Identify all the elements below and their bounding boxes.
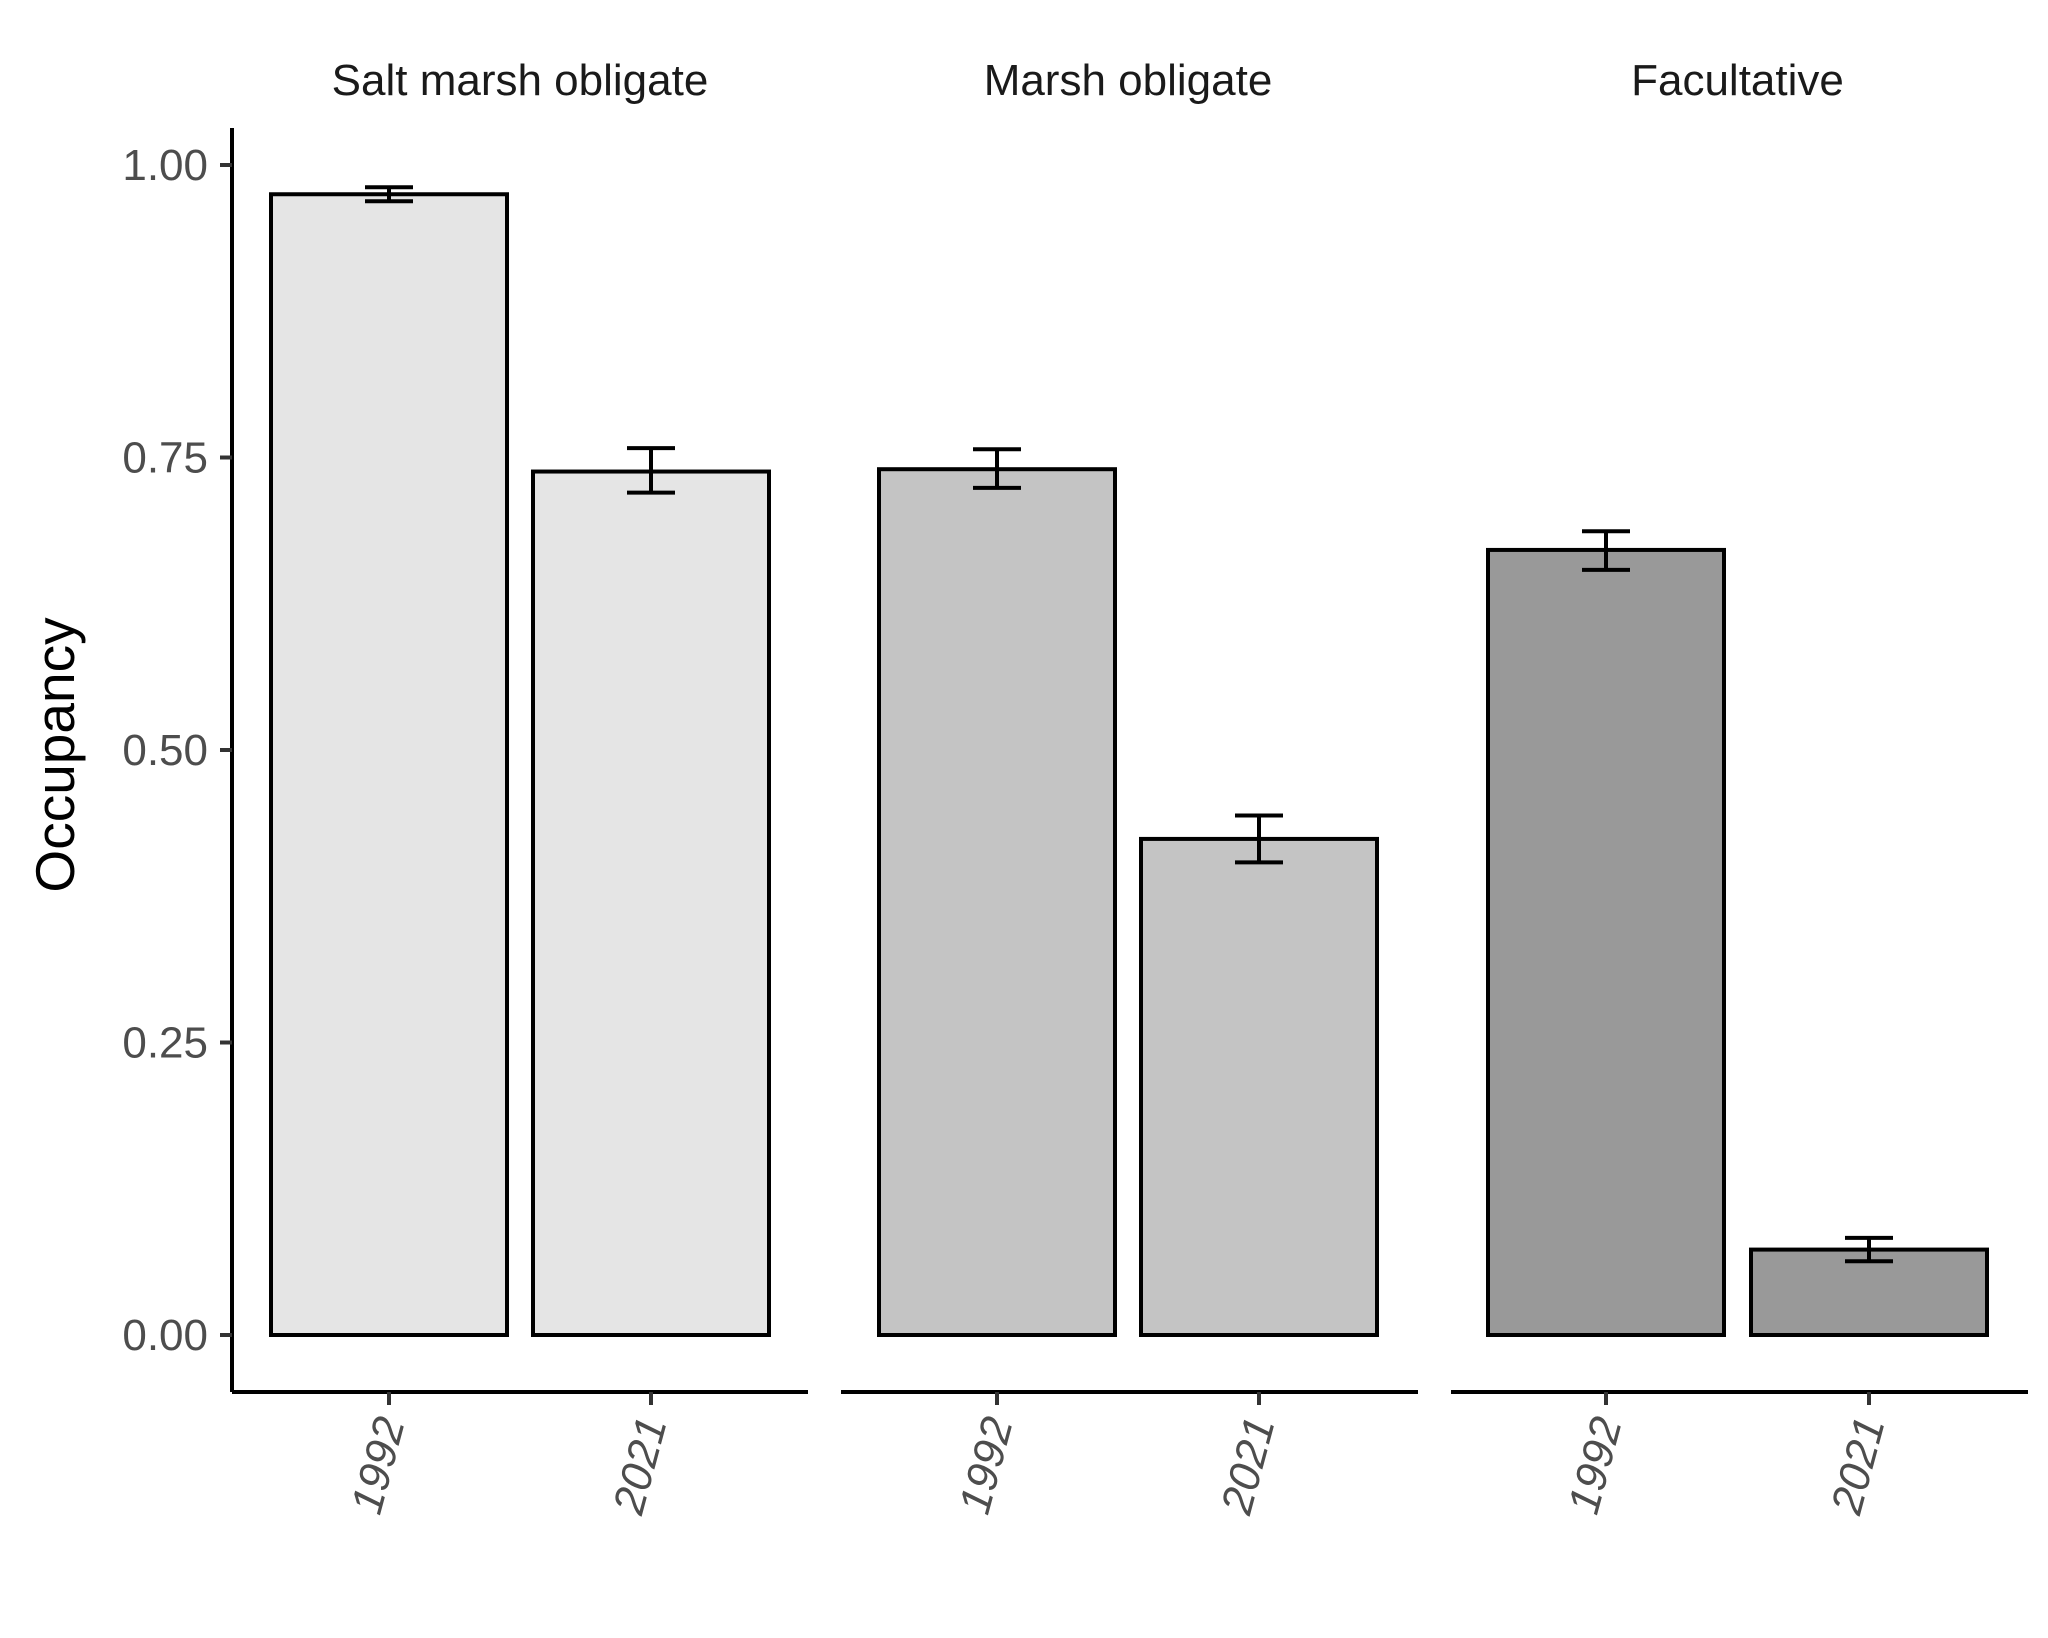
bar xyxy=(1486,547,1726,1337)
y-tick-label: 0.75 xyxy=(122,434,208,483)
panel-title: Facultative xyxy=(1631,56,1844,105)
panel-3: Facultative 1992 2021 xyxy=(1451,56,2028,1520)
bar xyxy=(1139,836,1379,1337)
x-tick-label: 2021 xyxy=(1212,1412,1285,1520)
x-tick-label: 2021 xyxy=(1822,1412,1895,1520)
panel-1: Salt marsh obligate 1992 2021 xyxy=(232,56,808,1520)
x-tick-label: 2021 xyxy=(604,1412,677,1520)
x-tick-label: 1992 xyxy=(342,1412,415,1519)
y-tick-label: 0.25 xyxy=(122,1019,208,1068)
x-tick-label: 1992 xyxy=(1559,1412,1632,1519)
y-axis-label: Occupancy xyxy=(24,617,86,893)
y-tick-label: 0.00 xyxy=(122,1311,208,1360)
bar xyxy=(269,192,509,1337)
y-axis: 0.00 0.25 0.50 0.75 1.00 xyxy=(122,128,234,1392)
bar xyxy=(531,469,771,1338)
y-tick-label: 0.50 xyxy=(122,726,208,775)
y-tick-label: 1.00 xyxy=(122,141,208,190)
bar xyxy=(1749,1247,1989,1337)
panel-2: Marsh obligate 1992 2021 xyxy=(841,56,1418,1520)
panel-title: Marsh obligate xyxy=(984,56,1273,105)
panel-title: Salt marsh obligate xyxy=(332,56,709,105)
bar xyxy=(877,467,1117,1337)
x-tick-label: 1992 xyxy=(950,1412,1023,1519)
